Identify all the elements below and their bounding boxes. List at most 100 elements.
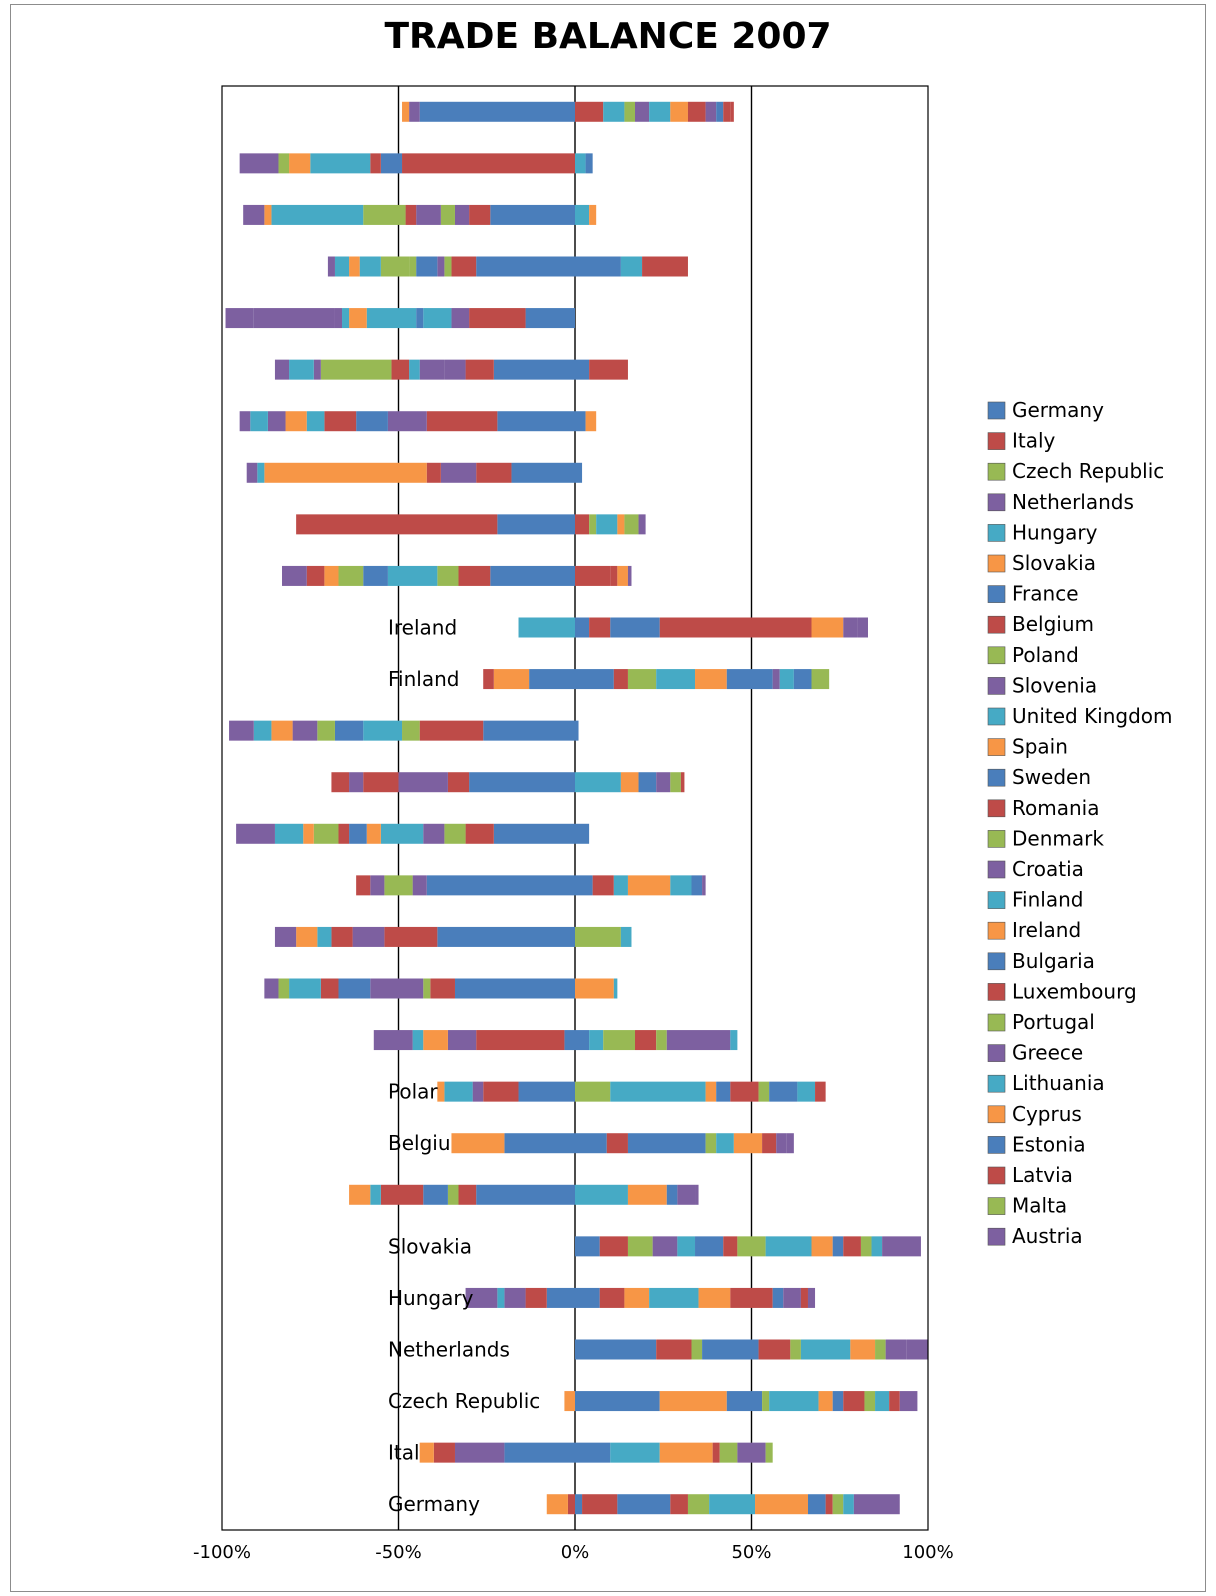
bar-segment — [790, 1339, 801, 1360]
bar-segment — [271, 720, 293, 741]
bar-segment — [497, 1287, 505, 1308]
legend-swatch — [987, 1197, 1006, 1215]
bar-Austria — [402, 101, 734, 122]
category-labels: Ireland Finland Polar Belgiu Slovakia Hungary… — [388, 616, 540, 1517]
bar-segment — [423, 308, 452, 329]
legend-label: Estonia — [1012, 1132, 1086, 1156]
bar-segment — [649, 1287, 699, 1308]
bar-segment — [444, 359, 466, 380]
bar-segment — [423, 1030, 448, 1051]
bar-segment — [620, 256, 643, 277]
bar-segment — [451, 256, 477, 277]
bar-segment — [331, 772, 350, 793]
bar-segment — [483, 720, 575, 741]
bar-Slovenia — [373, 1030, 738, 1051]
bar-segment — [296, 514, 498, 535]
bar-segment — [409, 101, 420, 122]
bar-segment — [575, 1184, 628, 1205]
bar-segment — [670, 101, 688, 122]
bar-Czech Republic — [564, 1391, 918, 1412]
bar-segment — [451, 308, 470, 329]
bar-segment — [670, 772, 681, 793]
bar-segment — [793, 669, 812, 690]
bar-segment — [687, 1494, 710, 1515]
bar-segment — [875, 1391, 890, 1412]
bar-Italy — [419, 1442, 773, 1463]
bar-segment — [719, 1442, 738, 1463]
x-tick-label: 0% — [561, 1542, 590, 1563]
bar-segment — [253, 308, 335, 329]
bar-segment — [815, 1081, 826, 1102]
bar-segment — [454, 204, 470, 225]
bar-Belgium — [451, 1133, 794, 1154]
bar-segment — [687, 101, 706, 122]
bar-segment — [575, 823, 590, 844]
legend-item: Belgium — [987, 612, 1094, 636]
bar-segment — [709, 1494, 756, 1515]
bar-Romania — [236, 823, 590, 844]
bar-segment — [250, 411, 268, 432]
bar-segment — [610, 565, 618, 586]
bar-segment — [320, 359, 392, 380]
bar-segment — [627, 669, 657, 690]
bar-segment — [243, 204, 265, 225]
bar-segment — [546, 1494, 568, 1515]
bar-segment — [691, 875, 703, 896]
bar-segment — [387, 565, 438, 586]
x-tick-label: -50% — [375, 1542, 422, 1563]
bar-segment — [620, 772, 639, 793]
bar-segment — [334, 720, 364, 741]
bar-segment — [444, 1081, 473, 1102]
bar-segment — [666, 1030, 731, 1051]
bar-Estonia — [327, 256, 688, 277]
legend-swatch — [987, 554, 1006, 573]
legend-item: France — [987, 582, 1079, 606]
bar-segment — [454, 1442, 505, 1463]
category-label: Netherlands — [388, 1338, 510, 1362]
bar-segment — [853, 1494, 900, 1515]
bar-Ireland — [518, 617, 868, 638]
legend-swatch — [987, 646, 1006, 665]
bar-segment — [465, 1287, 498, 1308]
bar-segment — [239, 153, 279, 174]
bar-segment — [575, 1133, 607, 1154]
legend-swatch — [987, 921, 1006, 940]
bar-segment — [282, 565, 307, 586]
legend-item: Slovakia — [987, 551, 1096, 575]
bar-segment — [786, 1133, 794, 1154]
x-tick-label: 50% — [731, 1542, 771, 1563]
bar-segment — [772, 1287, 784, 1308]
bar-segment — [702, 1339, 759, 1360]
bar-segment — [730, 101, 734, 122]
bar-segment — [440, 462, 477, 483]
legend-label: Latvia — [1012, 1163, 1073, 1187]
bar-segment — [606, 1133, 628, 1154]
bar-segment — [289, 153, 311, 174]
bar-segment — [875, 1339, 886, 1360]
bar-segment — [882, 1236, 921, 1257]
bar-segment — [575, 926, 621, 947]
chart-title: TRADE BALANCE 2007 — [384, 16, 831, 57]
legend-item: Latvia — [987, 1163, 1073, 1187]
bar-segment — [716, 101, 724, 122]
bar-Netherlands — [575, 1339, 928, 1360]
bar-segment — [440, 204, 455, 225]
legend-label: Spain — [1012, 735, 1068, 759]
bar-segment — [497, 514, 575, 535]
bar-Cyprus — [225, 308, 575, 329]
legend-item: Croatia — [987, 857, 1084, 881]
legend-swatch — [987, 401, 1006, 420]
bar-segment — [695, 669, 727, 690]
bar-segment — [274, 926, 297, 947]
bar-segment — [698, 1287, 731, 1308]
bar-segment — [253, 720, 272, 741]
bar-segment — [596, 514, 618, 535]
bar-segment — [465, 823, 494, 844]
bar-segment — [860, 1236, 872, 1257]
legend-swatch — [987, 524, 1006, 542]
bar-segment — [613, 669, 628, 690]
bar-segment — [380, 823, 424, 844]
legend-label: Portugal — [1012, 1010, 1095, 1034]
bar-segment — [313, 823, 339, 844]
bar-segment — [472, 1081, 484, 1102]
